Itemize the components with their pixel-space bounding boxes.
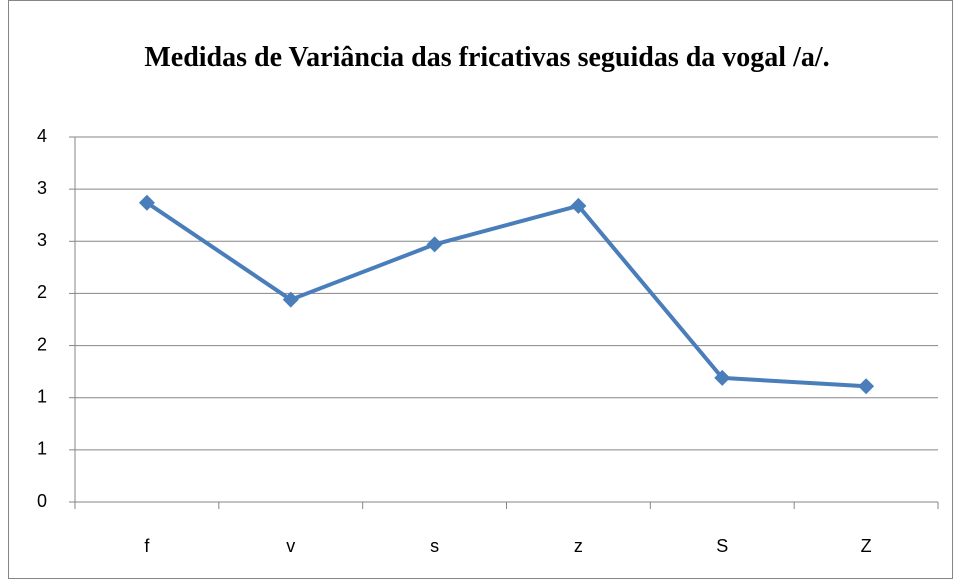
- chart-title: Medidas de Variância das fricativas segu…: [144, 42, 830, 73]
- point-marker: [282, 291, 299, 308]
- chart-frame: [8, 0, 953, 579]
- point-marker: [858, 378, 875, 395]
- y-tick-label: 2: [37, 334, 47, 354]
- point-marker: [426, 236, 443, 253]
- line-series: [145, 201, 867, 389]
- y-tick-label: 3: [37, 178, 47, 198]
- y-tick-label: 0: [37, 491, 47, 511]
- point-marker: [714, 369, 731, 386]
- x-tick-label: z: [574, 536, 583, 556]
- x-tick-label: Z: [861, 536, 872, 556]
- point-marker: [570, 197, 587, 214]
- y-tick-label: 1: [37, 439, 47, 459]
- x-tick-label: v: [286, 536, 295, 556]
- y-tick-label: 3: [37, 230, 47, 250]
- y-tick-label: 1: [37, 386, 47, 406]
- x-tick-label: f: [144, 536, 150, 556]
- point-marker: [138, 194, 155, 211]
- x-tick-label: S: [716, 536, 728, 556]
- y-tick-label: 2: [37, 282, 47, 302]
- x-tick-label: s: [430, 536, 439, 556]
- y-tick-label: 4: [37, 126, 47, 146]
